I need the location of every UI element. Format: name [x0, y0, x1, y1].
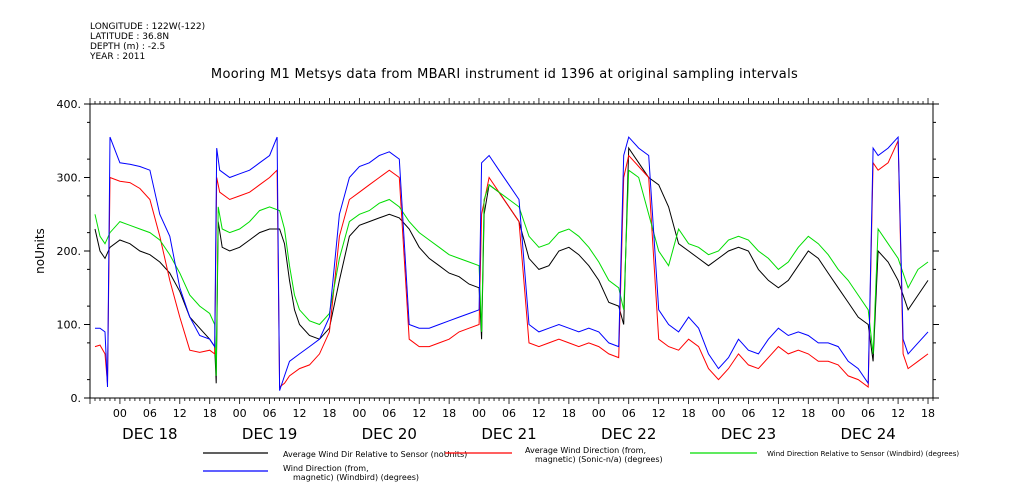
x-tick-label: 00 — [233, 407, 247, 420]
x-tick-label: 12 — [532, 407, 546, 420]
x-day-label: DEC 20 — [362, 425, 417, 443]
x-day-label: DEC 24 — [840, 425, 895, 443]
legend-label-2: Average Wind Direction (from, — [525, 446, 646, 455]
legend-label-1: Average Wind Dir Relative to Sensor (noU… — [283, 450, 467, 459]
x-tick-label: 12 — [891, 407, 905, 420]
y-tick-label: 300. — [57, 172, 82, 185]
x-tick-label: 12 — [771, 407, 785, 420]
y-axis-label: noUnits — [33, 228, 47, 274]
x-tick-label: 00 — [113, 407, 127, 420]
series-layer — [94, 135, 929, 391]
series-line-2 — [94, 140, 929, 388]
series-line-3 — [94, 169, 929, 376]
x-tick-label: 06 — [263, 407, 277, 420]
legend-label-2: magnetic) (Sonic-n/a) (degrees) — [535, 455, 663, 464]
x-tick-label: 18 — [921, 407, 935, 420]
x-tick-label: 18 — [203, 407, 217, 420]
x-tick-label: 18 — [442, 407, 456, 420]
x-tick-label: 18 — [322, 407, 336, 420]
x-tick-label: 06 — [502, 407, 516, 420]
x-tick-label: 12 — [293, 407, 307, 420]
x-tick-label: 12 — [412, 407, 426, 420]
x-tick-label: 06 — [861, 407, 875, 420]
x-day-label: DEC 18 — [122, 425, 177, 443]
x-tick-label: 00 — [352, 407, 366, 420]
chart-title: Mooring M1 Metsys data from MBARI instru… — [210, 67, 799, 82]
x-tick-label: 00 — [831, 407, 845, 420]
meta-longitude: LONGITUDE : 122W(-122) — [90, 22, 206, 32]
x-tick-label: 06 — [622, 407, 636, 420]
x-tick-label: 18 — [682, 407, 696, 420]
x-tick-label: 00 — [472, 407, 486, 420]
series-line-1 — [94, 146, 929, 384]
legend-label-4: magnetic) (Windbird) (degrees) — [293, 473, 419, 482]
legend-label-4: Wind Direction (from, — [283, 464, 369, 473]
y-tick-label: 400. — [57, 98, 82, 111]
y-tick-label: 100. — [57, 319, 82, 332]
meta-depth: DEPTH (m) : -2.5 — [90, 42, 166, 52]
x-tick-label: 06 — [741, 407, 755, 420]
meta-year: YEAR : 2011 — [90, 52, 146, 62]
x-tick-label: 06 — [382, 407, 396, 420]
x-tick-label: 18 — [562, 407, 576, 420]
y-tick-label: 200. — [57, 245, 82, 258]
x-tick-label: 12 — [652, 407, 666, 420]
x-day-label: DEC 23 — [721, 425, 776, 443]
x-tick-label: 12 — [173, 407, 187, 420]
x-tick-label: 00 — [712, 407, 726, 420]
x-day-label: DEC 22 — [601, 425, 656, 443]
x-day-label: DEC 21 — [481, 425, 536, 443]
chart-axes: 0. 100. 200. 300. 400. noUnits 00 06 12 18 DEC 18 0… — [33, 98, 939, 443]
legend: Average Wind Dir Relative to Sensor (noU… — [203, 446, 959, 482]
series-line-4 — [95, 135, 929, 391]
x-tick-label: 00 — [592, 407, 606, 420]
x-tick-label: 06 — [143, 407, 157, 420]
x-day-label: DEC 19 — [242, 425, 297, 443]
y-tick-label: 0. — [71, 392, 82, 405]
legend-label-3: Wind Direction Relative to Sensor (Windb… — [767, 450, 959, 458]
x-tick-label: 18 — [801, 407, 815, 420]
metadata-block: LONGITUDE : 122W(-122) LATITUDE : 36.8N … — [90, 22, 205, 62]
meta-latitude: LATITUDE : 36.8N — [90, 32, 170, 42]
